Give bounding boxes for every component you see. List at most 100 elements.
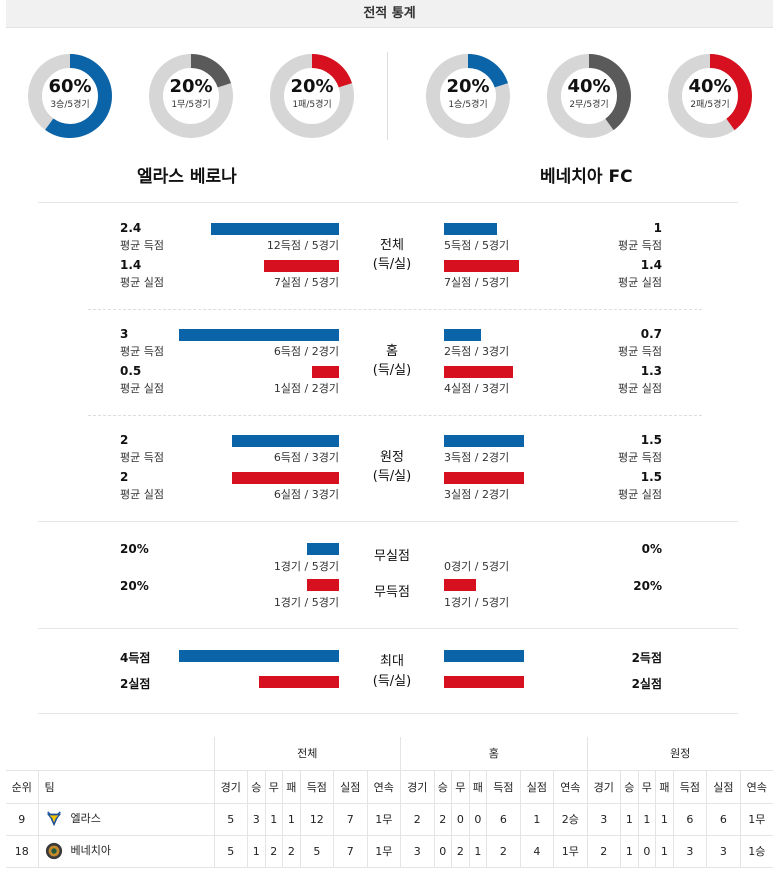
stat-cell: 2 [400,802,435,836]
home-conceded-detail: 1실점 / 2경기 [273,382,339,395]
stat-cell: 3 [586,802,622,836]
donut-record: 1무/5경기 [171,100,211,110]
divider [38,202,738,203]
col-away-5: 실점 [706,769,741,804]
team-name[interactable]: 베네치아 [70,844,111,857]
donut-percent: 40% [567,76,611,97]
stat-cell: 2 [282,834,301,868]
donut-record: 3승/5경기 [50,100,90,110]
col-team: 팀 [37,769,215,804]
stat-cell: 0 [637,834,657,868]
avg-conceded-label: 평균 실점 [120,276,164,289]
away-avg-scored: 1.5 [640,433,662,447]
section-subtitle: (득/실) [372,469,412,484]
stat-cell: 1 [519,802,555,836]
away-avg-scored: 1 [653,221,662,235]
home-noscore-detail: 1경기 / 5경기 [273,596,339,609]
standings-table: 전체 홈 원정 순위 팀 경기 승 무 패 득점 실점 연속 경기 승 무 패 득점 실점 연속 경기 승 무 패… [6,737,773,868]
home-scored-bar [211,223,339,235]
col-away-2: 무 [637,769,657,804]
home-clean-bar [307,543,339,555]
donut-record: 1패/5경기 [292,100,332,110]
section-title: 전체 [380,238,404,253]
home-noscore-bar [307,579,339,591]
away-avg-scored: 0.7 [640,327,662,341]
stat-cell: 12 [299,802,335,836]
home-draw-donut: 20% 1무/5경기 [148,53,234,139]
team-cell[interactable]: 엘라스 [37,802,215,836]
col-away-1: 승 [620,769,639,804]
donut-record: 1승/5경기 [448,100,488,110]
col-home-3: 패 [468,769,488,804]
stat-cell: 5 [299,834,335,868]
stat-cell: 5 [213,802,248,836]
avg-scored-label: 평균 득점 [618,345,662,358]
stat-cell: 2 [451,834,470,868]
dotted-divider [88,309,702,310]
stat-cell: 2 [586,834,622,868]
stat-cell: 3 [246,802,266,836]
avg-conceded-label: 평균 실점 [618,276,662,289]
section-title: 원정 [380,450,404,465]
home-clean-detail: 1경기 / 5경기 [273,560,339,573]
away-conceded-detail: 4실점 / 3경기 [444,382,510,395]
home-avg-scored: 2 [120,433,129,447]
maximum-subtitle: (득/실) [372,674,412,689]
stat-cell: 1 [655,802,674,836]
stat-cell: 0 [468,802,488,836]
home-scored-bar [232,435,339,447]
col-away-6: 연속 [739,769,773,804]
away-conceded-detail: 3실점 / 2경기 [444,488,510,501]
avg-scored-label: 평균 득점 [120,345,164,358]
donut-arc [28,54,112,138]
donut-percent: 60% [48,76,92,97]
away-scored-detail: 3득점 / 2경기 [444,451,510,464]
home-scored-bar [179,329,339,341]
stat-cell: 7 [333,802,368,836]
stat-cell: 6 [672,802,708,836]
home-avg-scored: 3 [120,327,129,341]
col-total-1: 승 [246,769,266,804]
donut-percent: 40% [688,76,732,97]
home-conceded-detail: 6실점 / 3경기 [273,488,339,501]
section-subtitle: (득/실) [372,257,412,272]
col-total-2: 무 [264,769,284,804]
home-team-name: 엘라스 베로나 [137,167,237,187]
away-clean-detail: 0경기 / 5경기 [444,560,510,573]
col-total-0: 경기 [213,769,248,804]
away-scored-bar [444,435,524,447]
col-home-6: 연속 [553,769,588,804]
dotted-divider [88,415,702,416]
stat-cell: 1 [282,802,301,836]
team-cell[interactable]: 베네치아 [37,834,215,868]
team-name[interactable]: 엘라스 [70,812,101,825]
col-total-3: 패 [282,769,301,804]
col-away-3: 패 [655,769,674,804]
stat-cell: 1 [637,802,657,836]
col-home-4: 득점 [486,769,521,804]
home-avg-conceded: 0.5 [120,364,142,378]
home-avg-conceded: 1.4 [120,258,142,272]
section-title: 홈 [386,344,398,359]
divider [38,628,738,629]
stat-cell: 1무 [553,834,588,868]
avg-conceded-label: 평균 실점 [618,382,662,395]
away-noscore-detail: 1경기 / 5경기 [444,596,510,609]
stat-cell: 1무 [366,802,402,836]
home-avg-conceded: 2 [120,470,129,484]
stat-cell: 1 [620,834,639,868]
stat-cell: 1무 [739,802,773,836]
stat-cell: 6 [706,802,741,836]
home-win-donut: 60% 3승/5경기 [27,53,113,139]
stat-cell: 2승 [553,802,588,836]
donut-arc [149,54,233,138]
col-away-4: 득점 [672,769,708,804]
avg-conceded-label: 평균 실점 [120,488,164,501]
stat-cell: 2 [433,802,453,836]
home-max-conceded: 2실점 [120,677,151,691]
away-avg-conceded: 1.4 [640,258,662,272]
group-header-home: 홈 [400,737,588,771]
away-scored-detail: 2득점 / 3경기 [444,345,510,358]
away-noscore-pct: 20% [633,579,662,593]
section-header: 전적 통계 [6,0,773,28]
